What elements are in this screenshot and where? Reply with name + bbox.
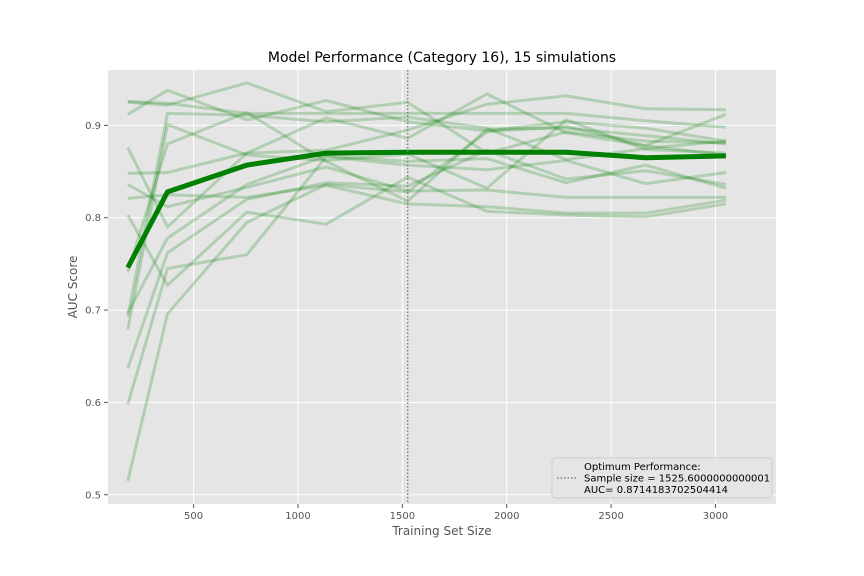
simulation-line (126, 111, 727, 273)
y-tick-label: 0.5 (85, 490, 101, 501)
grid (108, 70, 776, 504)
legend-line-auc: AUC= 0.8714183702504414 (584, 485, 728, 496)
y-tick-label: 0.8 (85, 213, 101, 224)
mean-line-group (125, 149, 726, 269)
plot-background (108, 70, 776, 504)
simulation-line (127, 88, 727, 143)
simulation-line (127, 92, 727, 175)
x-tick-label: 3000 (703, 511, 728, 522)
legend: Optimum Performance: Sample size = 1525.… (551, 457, 773, 499)
chart-title: Model Performance (Category 16), 15 simu… (268, 50, 616, 66)
x-tick-label: 2000 (494, 511, 519, 522)
y-tick-label: 0.6 (85, 398, 101, 409)
x-tick-label: 500 (184, 511, 203, 522)
x-tick-label: 1000 (285, 511, 310, 522)
tick-labels: 500 1000 1500 2000 2500 3000 0.5 0.6 0.7 0.8 0.9 (85, 121, 728, 522)
simulation-line (126, 175, 727, 287)
x-tick-label: 1500 (390, 511, 415, 522)
y-tick-label: 0.9 (85, 121, 101, 132)
simulation-line (126, 111, 727, 317)
simulation-line (126, 124, 727, 482)
legend-line-heading: Optimum Performance: (584, 462, 701, 473)
y-axis-label: AUC Score (66, 256, 80, 319)
x-axis-label: Training Set Size (391, 524, 491, 538)
simulation-line (127, 165, 726, 209)
x-tick-label: 2500 (598, 511, 623, 522)
mean-line (125, 149, 726, 269)
legend-box (551, 457, 773, 499)
legend-line-sample-size: Sample size = 1525.6000000000001 (584, 474, 770, 485)
y-tick-label: 0.7 (85, 306, 101, 317)
